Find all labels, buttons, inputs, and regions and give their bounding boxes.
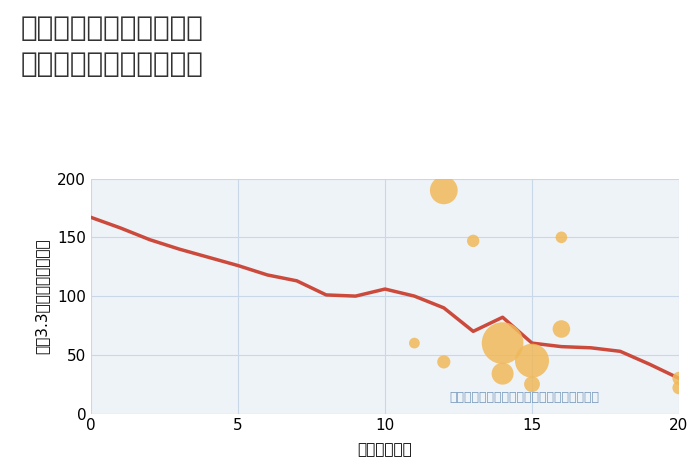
Point (556, 234, 567, 241)
X-axis label: 駅距離（分）: 駅距離（分） (358, 442, 412, 457)
Point (409, 339, 420, 347)
Point (673, 384, 685, 392)
Point (438, 187, 449, 194)
Point (526, 357, 538, 365)
Point (468, 237, 479, 245)
Text: 大阪府東大阪市本庄西の
駅距離別中古戸建て価格: 大阪府東大阪市本庄西の 駅距離別中古戸建て価格 (21, 14, 204, 78)
Point (497, 370, 508, 377)
Point (497, 339, 508, 347)
Point (556, 325, 567, 333)
Y-axis label: 坪（3.3㎡）単価（万円）: 坪（3.3㎡）単価（万円） (34, 238, 49, 354)
Point (438, 358, 449, 366)
Point (673, 375, 685, 382)
Text: 円の大きさは、取引のあった物件面積を示す: 円の大きさは、取引のあった物件面積を示す (449, 391, 600, 404)
Point (526, 381, 538, 388)
